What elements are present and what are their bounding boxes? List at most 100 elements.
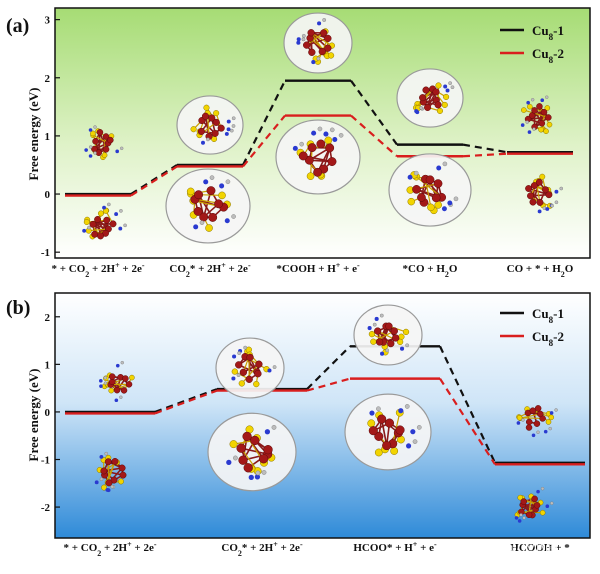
carbon-atom (119, 146, 124, 151)
copper-atom (245, 375, 253, 383)
carbon-atom (110, 484, 115, 489)
sulfur-atom (108, 387, 115, 394)
panel-b-structure-images (94, 304, 558, 523)
nitrogen-atom (414, 109, 419, 114)
category-label-part: 2 (445, 270, 449, 279)
carbon-atom (416, 425, 422, 430)
copper-atom (118, 464, 126, 472)
legend-label-suffix: -1 (553, 23, 564, 38)
category-label: *CO + H2O (403, 263, 458, 279)
category-label-part: + (273, 540, 278, 549)
copper-atom (432, 88, 440, 96)
category-label-part: + (221, 261, 226, 270)
carbon-atom (522, 516, 526, 520)
sulfur-atom (213, 110, 220, 117)
category-label-part: - (357, 261, 360, 270)
nitrogen-atom (367, 326, 372, 331)
nitrogen-atom (224, 131, 229, 136)
copper-atom (377, 414, 387, 424)
nitrogen-atom (545, 504, 550, 509)
copper-atom (318, 47, 326, 56)
copper-atom (529, 198, 537, 206)
carbon-atom (119, 395, 123, 399)
nitrogen-atom (406, 443, 412, 449)
nitrogen-atom (231, 376, 236, 381)
carbon-atom (559, 186, 564, 191)
cluster-structure-illustration (84, 125, 124, 161)
nitrogen-atom (114, 398, 119, 403)
nitrogen-atom (443, 84, 448, 89)
connector-Cu8-1-1 (306, 345, 351, 390)
carbon-atom (103, 376, 108, 380)
copper-atom (194, 190, 204, 200)
nitrogen-atom (445, 88, 450, 93)
nitrogen-atom (400, 346, 405, 351)
carbon-atom (413, 170, 419, 176)
category-label-part: * + 2H (242, 542, 274, 554)
sulfur-atom (546, 121, 553, 128)
nitrogen-atom (296, 37, 301, 42)
cluster-structure-illustration (275, 119, 361, 195)
sulfur-atom (374, 448, 383, 457)
connector-Cu8-1-3 (462, 143, 508, 154)
panel-b: (b) Free energy (eV) 210-1-2 * + CO2 + 2… (6, 292, 591, 558)
connector-Cu8-1-1 (242, 80, 286, 166)
category-label-part: - (434, 540, 437, 549)
copper-atom (308, 48, 316, 56)
nitrogen-atom (226, 127, 231, 132)
nitrogen-atom (105, 487, 110, 492)
copper-atom (250, 435, 260, 446)
y-tick-label: 1 (45, 131, 51, 143)
copper-atom (109, 220, 117, 228)
legend-label-sub: 8 (549, 338, 554, 348)
y-tick-label: 3 (45, 15, 51, 27)
copper-atom (214, 199, 224, 209)
sulfur-atom (545, 419, 552, 425)
carbon-atom (442, 161, 448, 167)
sulfur-atom (396, 338, 404, 346)
nitrogen-atom (545, 207, 550, 211)
copper-atom (525, 424, 533, 431)
carbon-atom (519, 513, 523, 517)
copper-atom (307, 29, 315, 37)
copper-atom (92, 138, 99, 145)
panel-a-category-labels: * + CO2 + 2H+ + 2e- CO2* + 2H+ + 2e- *COOH… (52, 261, 574, 279)
panel-b-plot-area (54, 292, 591, 539)
nitrogen-atom (543, 429, 548, 434)
copper-atom (217, 124, 225, 132)
category-label: CO2* + 2H+ + 2e- (169, 261, 251, 279)
category-label-part: + 2e (120, 263, 142, 275)
carbon-atom (206, 137, 210, 142)
sulfur-atom (218, 191, 226, 200)
copper-atom (538, 120, 546, 127)
carbon-atom (450, 85, 455, 90)
copper-atom (374, 431, 384, 441)
nitrogen-atom (82, 228, 87, 233)
copper-atom (541, 186, 549, 194)
carbon-atom (236, 373, 241, 378)
copper-atom (201, 112, 210, 120)
copper-atom (89, 220, 97, 228)
copper-atom (540, 108, 548, 116)
nitrogen-atom (267, 368, 272, 373)
copper-atom (395, 425, 405, 435)
copper-atom (298, 151, 308, 161)
copper-atom (97, 232, 104, 240)
carbon-atom (231, 214, 236, 219)
category-label-part: + (115, 261, 120, 270)
carbon-atom (231, 124, 236, 128)
sulfur-atom (436, 107, 444, 114)
copper-atom (387, 339, 395, 348)
connector-Cu8-2-0 (130, 165, 178, 197)
copper-atom (536, 198, 544, 206)
sulfur-atom (390, 447, 399, 455)
category-label-part: + 2e (132, 542, 154, 554)
carbon-atom (419, 106, 424, 110)
category-label-part: + e (417, 542, 434, 554)
copper-atom (525, 418, 533, 426)
category-label-part: 2 (186, 270, 190, 279)
category-label: * + CO2 + 2H+ + 2e- (64, 540, 157, 558)
y-tick-label: 2 (45, 312, 51, 324)
